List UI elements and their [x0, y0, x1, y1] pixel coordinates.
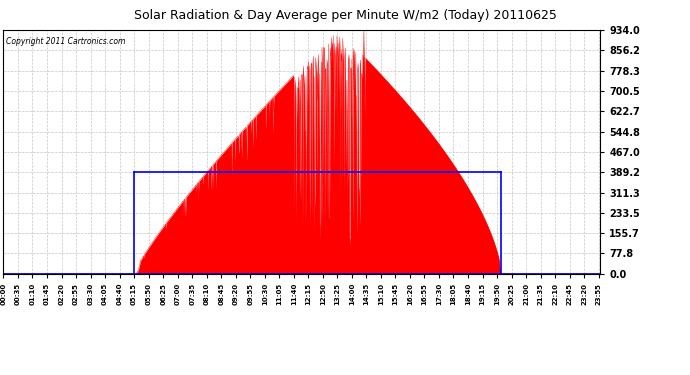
Text: Copyright 2011 Cartronics.com: Copyright 2011 Cartronics.com	[6, 38, 126, 46]
Text: Solar Radiation & Day Average per Minute W/m2 (Today) 20110625: Solar Radiation & Day Average per Minute…	[134, 9, 556, 22]
